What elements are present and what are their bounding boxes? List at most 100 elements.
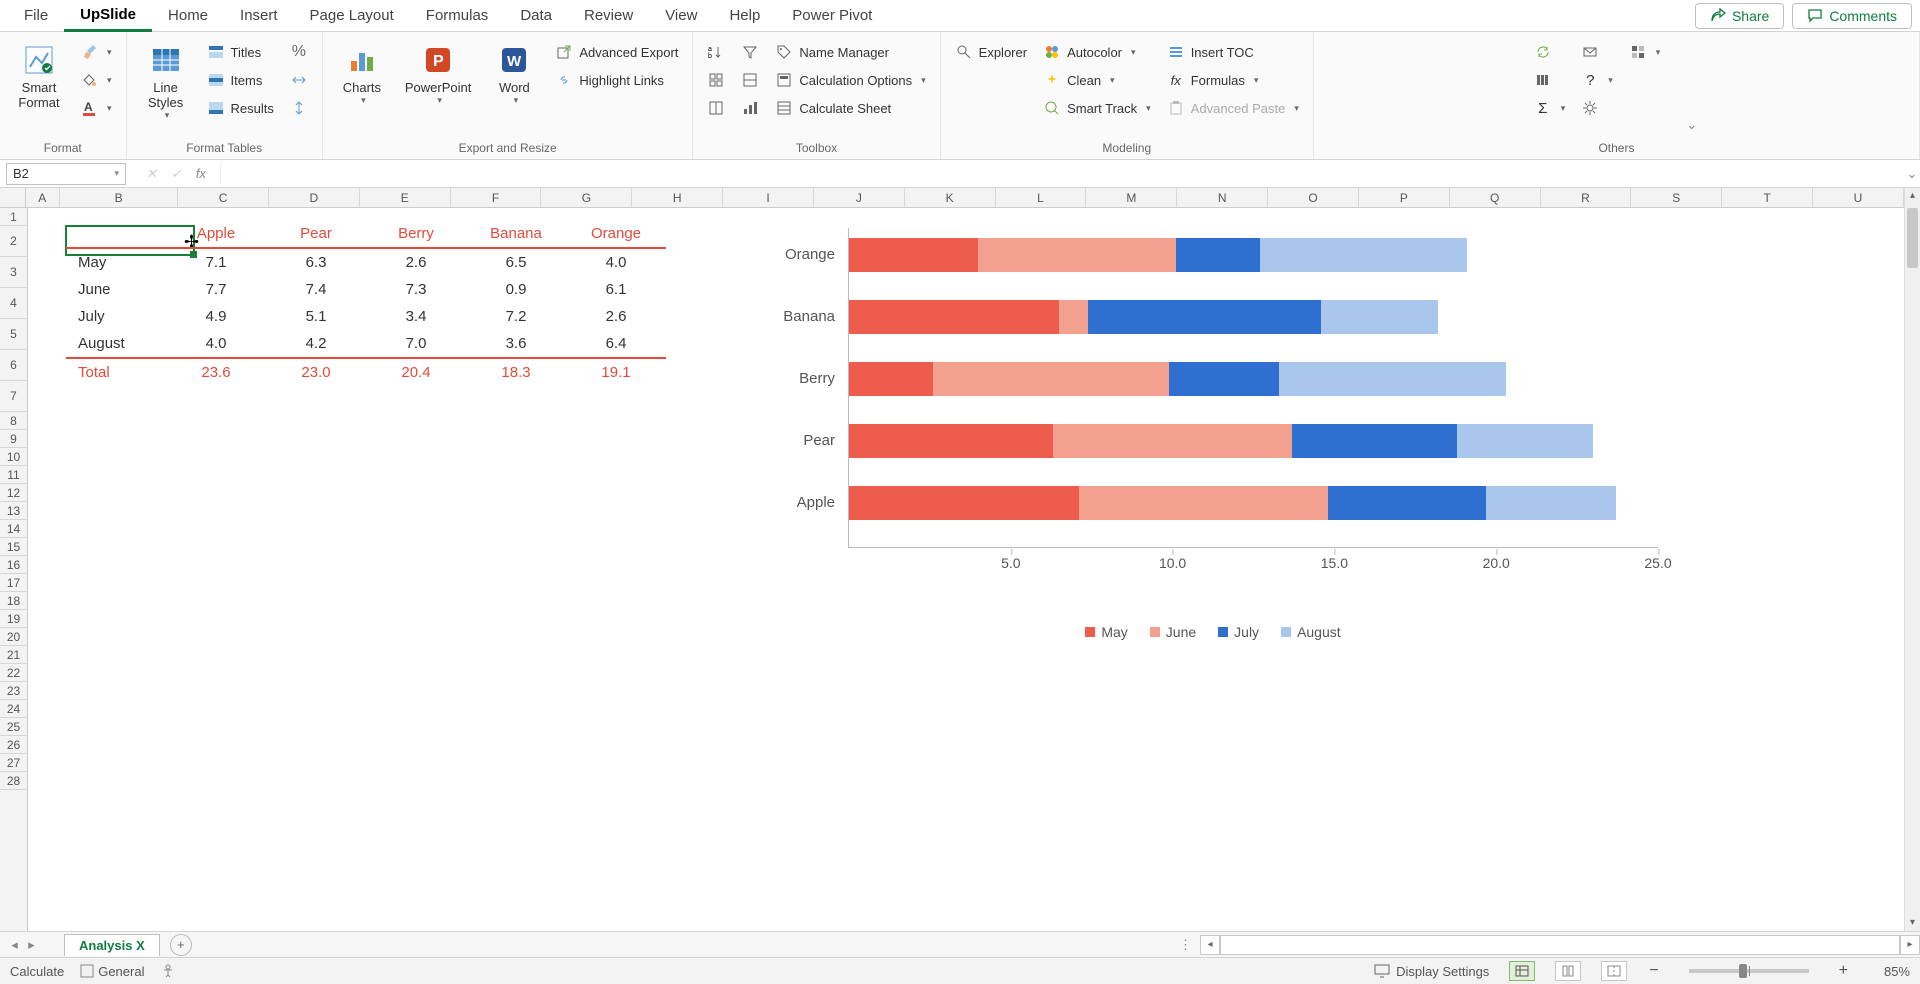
col-header-S[interactable]: S <box>1631 188 1722 207</box>
sigma-button[interactable]: Σ <box>1530 96 1570 120</box>
results-button[interactable]: Results <box>203 96 278 120</box>
chart-bar-segment[interactable] <box>1292 424 1457 458</box>
col-header-A[interactable]: A <box>26 188 61 207</box>
chart-bar-segment[interactable] <box>1486 486 1615 520</box>
chart-bar-segment[interactable] <box>1321 300 1437 334</box>
row-header-28[interactable]: 28 <box>0 772 27 790</box>
row-header-17[interactable]: 17 <box>0 574 27 592</box>
chart[interactable]: OrangeBananaBerryPearApple5.010.015.020.… <box>758 218 1668 648</box>
library-button[interactable] <box>1530 68 1570 92</box>
col-header-R[interactable]: R <box>1541 188 1632 207</box>
tab-nav[interactable]: ◂▸ <box>0 937 46 953</box>
calc-options-button[interactable]: Calculation Options <box>771 68 929 92</box>
col-header-M[interactable]: M <box>1086 188 1177 207</box>
tb3[interactable] <box>703 96 729 120</box>
row-header-26[interactable]: 26 <box>0 736 27 754</box>
col-header-H[interactable]: H <box>632 188 723 207</box>
hscroll-left[interactable]: ◂ <box>1200 935 1220 955</box>
legend-item[interactable]: May <box>1085 624 1127 640</box>
tb6[interactable] <box>737 96 763 120</box>
row-header-24[interactable]: 24 <box>0 700 27 718</box>
mail-button[interactable] <box>1577 40 1617 64</box>
row-header-2[interactable]: 2 <box>0 226 27 257</box>
col-header-E[interactable]: E <box>360 188 451 207</box>
select-all-corner[interactable] <box>0 188 26 207</box>
row-header-10[interactable]: 10 <box>0 448 27 466</box>
chart-bar-segment[interactable] <box>978 238 1175 272</box>
scroll-down[interactable]: ▾ <box>1905 915 1920 931</box>
adv-paste-button[interactable]: Advanced Paste <box>1163 96 1303 120</box>
chart-bar-segment[interactable] <box>849 362 933 396</box>
col-header-B[interactable]: B <box>60 188 178 207</box>
row-header-27[interactable]: 27 <box>0 754 27 772</box>
legend-item[interactable]: June <box>1150 624 1196 640</box>
tab-help[interactable]: Help <box>713 1 776 30</box>
row-header-12[interactable]: 12 <box>0 484 27 502</box>
cell-grid[interactable]: ✢ ApplePearBerryBananaOrangeMay7.16.32.6… <box>28 208 1904 931</box>
col-header-J[interactable]: J <box>814 188 905 207</box>
refresh-button[interactable] <box>1530 40 1570 64</box>
hscroll-right[interactable]: ▸ <box>1900 935 1920 955</box>
ribbon-collapse[interactable]: ⌄ <box>1680 111 1703 139</box>
row-header-15[interactable]: 15 <box>0 538 27 556</box>
row-headers[interactable]: 1234567891011121314151617181920212223242… <box>0 208 28 931</box>
row-header-11[interactable]: 11 <box>0 466 27 484</box>
chart-bar-segment[interactable] <box>1088 300 1321 334</box>
share-button[interactable]: Share <box>1695 3 1784 29</box>
tab-insert[interactable]: Insert <box>224 1 294 30</box>
tab-pagelayout[interactable]: Page Layout <box>294 1 410 30</box>
col-header-P[interactable]: P <box>1359 188 1450 207</box>
row-header-3[interactable]: 3 <box>0 257 27 288</box>
tb5[interactable] <box>737 68 763 92</box>
row-header-25[interactable]: 25 <box>0 718 27 736</box>
accessibility-icon[interactable] <box>160 963 176 979</box>
col-header-D[interactable]: D <box>269 188 360 207</box>
zoom-slider[interactable] <box>1689 969 1809 973</box>
col-header-U[interactable]: U <box>1813 188 1904 207</box>
row-header-7[interactable]: 7 <box>0 381 27 412</box>
chart-bar-segment[interactable] <box>1059 300 1088 334</box>
charts-button[interactable]: Charts <box>333 40 391 108</box>
titles-button[interactable]: Titles <box>203 40 278 64</box>
scroll-up[interactable]: ▴ <box>1905 188 1920 204</box>
status-general[interactable]: General <box>80 964 144 979</box>
col-header-Q[interactable]: Q <box>1450 188 1541 207</box>
clean-button[interactable]: Clean <box>1039 68 1155 92</box>
col-header-F[interactable]: F <box>451 188 542 207</box>
chart-bar-segment[interactable] <box>1079 486 1328 520</box>
word-button[interactable]: WWord <box>485 40 543 108</box>
view-page-break[interactable] <box>1601 961 1627 981</box>
chart-bar-segment[interactable] <box>849 238 978 272</box>
chart-bar-segment[interactable] <box>1457 424 1593 458</box>
tab-file[interactable]: File <box>8 1 64 30</box>
col-header-C[interactable]: C <box>178 188 269 207</box>
chart-bar-segment[interactable] <box>1053 424 1292 458</box>
chart-bar-segment[interactable] <box>1328 486 1487 520</box>
chart-bar-segment[interactable] <box>1169 362 1279 396</box>
chart-bar-segment[interactable] <box>849 486 1079 520</box>
smart-track-button[interactable]: Smart Track <box>1039 96 1155 120</box>
vertical-scrollbar[interactable]: ▴ ▾ <box>1904 188 1920 931</box>
tab-data[interactable]: Data <box>504 1 568 30</box>
row-header-13[interactable]: 13 <box>0 502 27 520</box>
explorer-button[interactable]: Explorer <box>951 40 1031 64</box>
chart-bar-segment[interactable] <box>849 300 1059 334</box>
items-button[interactable]: Items <box>203 68 278 92</box>
view-normal[interactable] <box>1509 961 1535 981</box>
chart-bar-segment[interactable] <box>849 424 1053 458</box>
view-page-layout[interactable] <box>1555 961 1581 981</box>
hscroll-track[interactable] <box>1220 935 1900 955</box>
formulas-button[interactable]: fxFormulas <box>1163 68 1303 92</box>
tb4[interactable] <box>737 40 763 64</box>
sheet-tab-active[interactable]: Analysis X <box>64 934 160 956</box>
zoom-value[interactable]: 85% <box>1870 964 1910 979</box>
col-header-L[interactable]: L <box>996 188 1087 207</box>
tab-upslide[interactable]: UpSlide <box>64 0 152 32</box>
status-calculate[interactable]: Calculate <box>10 964 64 979</box>
highlight-links-button[interactable]: Highlight Links <box>551 68 682 92</box>
gear-button[interactable] <box>1577 96 1617 120</box>
smart-format-button[interactable]: Smart Format <box>10 40 68 112</box>
tab-split[interactable]: ⋮ <box>1179 937 1192 953</box>
percent-button[interactable]: % <box>286 40 312 64</box>
row-header-9[interactable]: 9 <box>0 430 27 448</box>
